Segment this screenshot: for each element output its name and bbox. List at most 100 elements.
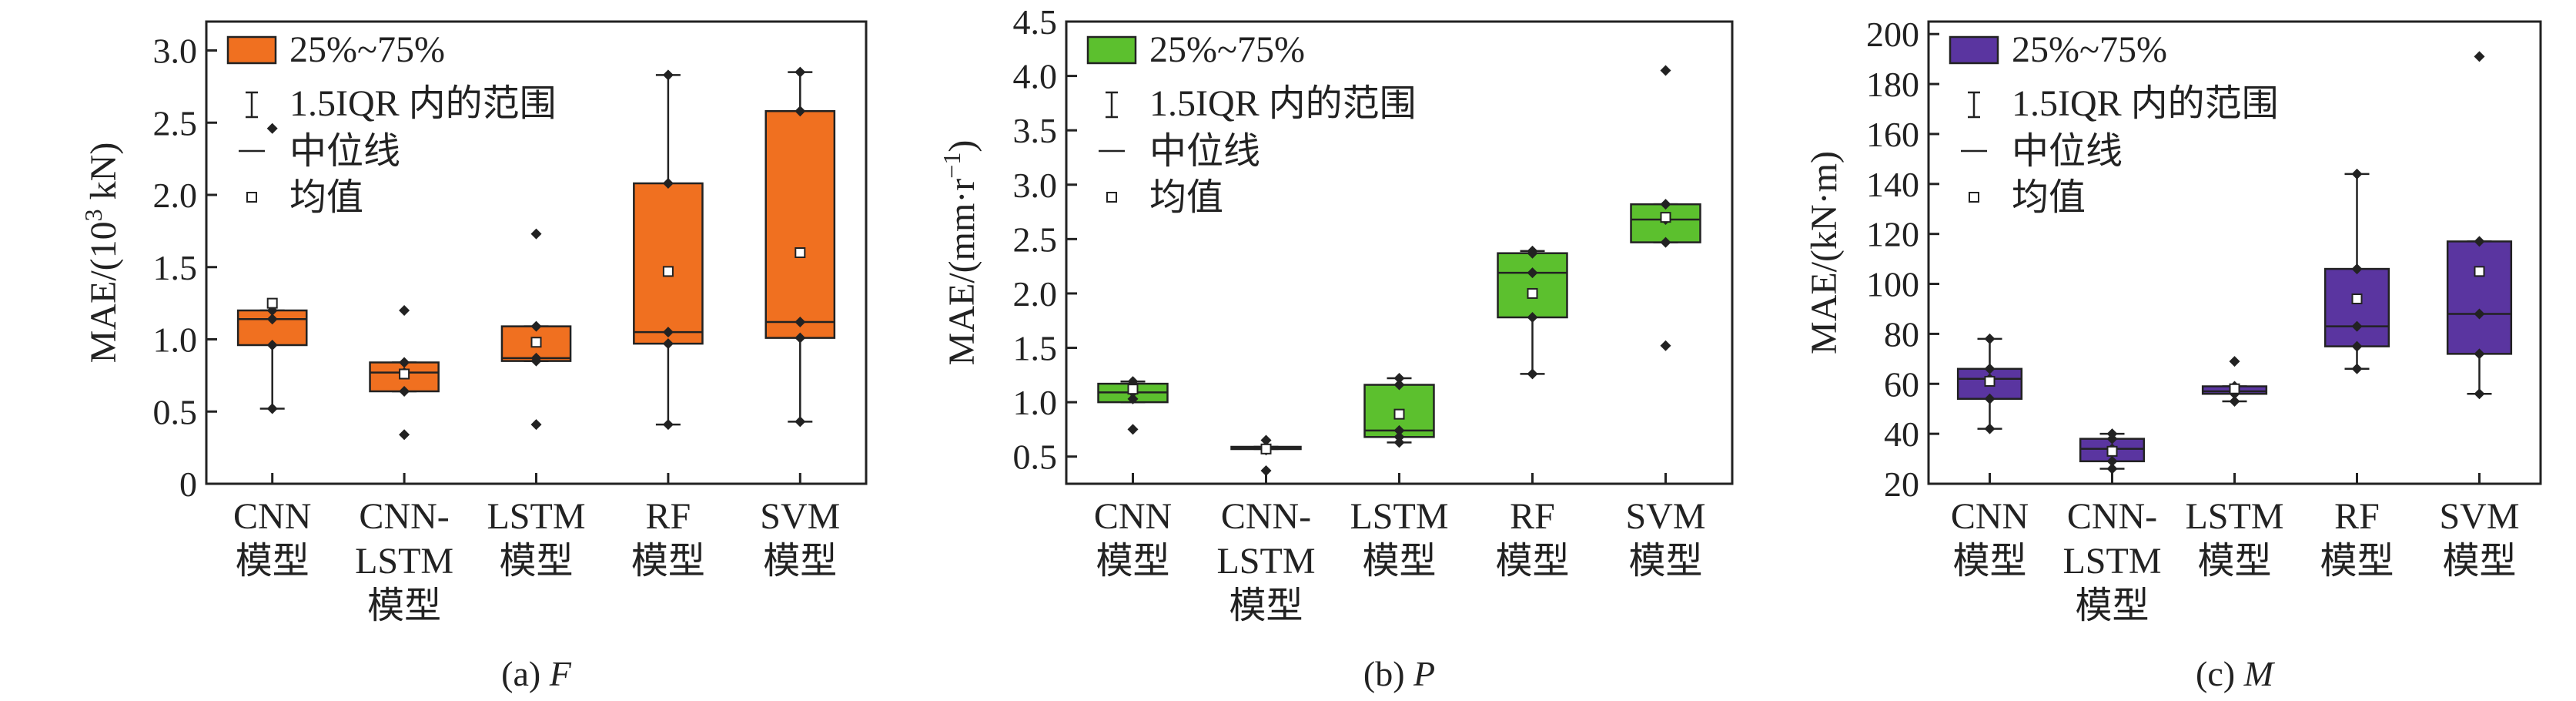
data-point bbox=[1393, 379, 1405, 391]
x-category-label: 模型 bbox=[2075, 585, 2149, 626]
data-point bbox=[1393, 424, 1405, 436]
data-point bbox=[399, 429, 410, 441]
data-point bbox=[1393, 437, 1405, 448]
data-point bbox=[2474, 348, 2485, 360]
data-point bbox=[266, 314, 278, 325]
x-category-label: 模型 bbox=[499, 541, 573, 582]
caption-prefix: (a) bbox=[501, 654, 550, 693]
legend-box-label: 25%~75% bbox=[289, 29, 445, 70]
data-point bbox=[1527, 368, 1538, 380]
box-3 bbox=[1497, 245, 1568, 380]
x-category-label: 模型 bbox=[1952, 541, 2026, 582]
legend-mean-label: 均值 bbox=[1149, 177, 1223, 218]
data-point bbox=[1260, 434, 1272, 446]
mean-marker bbox=[1127, 384, 1139, 395]
data-point bbox=[662, 327, 674, 338]
y-axis-label-part: ) bbox=[942, 140, 982, 153]
x-category-label: 模型 bbox=[1495, 541, 1569, 582]
x-category-label: 模型 bbox=[1096, 541, 1169, 582]
mean-marker bbox=[1984, 376, 1996, 387]
data-point bbox=[2106, 463, 2118, 475]
y-tick-label: 120 bbox=[1866, 215, 1919, 254]
data-point bbox=[1127, 424, 1139, 435]
data-point bbox=[399, 386, 410, 397]
data-point bbox=[1660, 236, 1671, 248]
data-point bbox=[795, 317, 806, 327]
x-category-label: 模型 bbox=[2442, 541, 2516, 582]
y-axis-label-part: MAE/(10 bbox=[83, 221, 124, 363]
box-0 bbox=[1097, 376, 1169, 435]
y-tick-label: 2.0 bbox=[1013, 274, 1058, 314]
data-point bbox=[2351, 320, 2363, 332]
x-category-label: CNN bbox=[233, 496, 311, 537]
box-0 bbox=[236, 122, 308, 414]
y-tick-label: 0 bbox=[179, 465, 197, 504]
mean-marker bbox=[2474, 266, 2485, 277]
legend-box-swatch bbox=[226, 35, 277, 65]
legend-mean-label: 均值 bbox=[289, 177, 363, 218]
y-tick-label: 3.0 bbox=[153, 32, 198, 71]
x-category-label: LSTM bbox=[2062, 541, 2161, 582]
x-category-label: RF bbox=[2334, 496, 2380, 537]
legend-whisker-label: 1.5IQR 内的范围 bbox=[1149, 83, 1417, 124]
y-tick-label: 4.0 bbox=[1013, 57, 1058, 96]
data-point bbox=[795, 416, 806, 428]
y-axis-label-part: MAE/(mm·r bbox=[942, 179, 982, 366]
y-tick-label: 180 bbox=[1866, 65, 1919, 104]
y-tick-label: 1.0 bbox=[1013, 383, 1058, 422]
data-point bbox=[1127, 393, 1139, 404]
data-point bbox=[2351, 340, 2363, 352]
y-tick-label: 1.5 bbox=[153, 248, 198, 287]
iqr-box bbox=[633, 182, 704, 345]
box-2 bbox=[2201, 356, 2268, 407]
iqr-box bbox=[2446, 240, 2513, 355]
mean-marker bbox=[266, 297, 278, 309]
x-category-label: 模型 bbox=[763, 541, 837, 582]
panel-caption: (a) F bbox=[501, 654, 572, 693]
caption-variable: M bbox=[2243, 654, 2276, 693]
box-4 bbox=[2446, 51, 2513, 400]
data-point bbox=[795, 66, 806, 78]
x-category-label: CNN bbox=[1094, 496, 1172, 537]
y-tick-label: 20 bbox=[1884, 465, 1919, 504]
data-point bbox=[2474, 236, 2485, 247]
box-4 bbox=[764, 66, 836, 428]
y-tick-label: 3.0 bbox=[1013, 166, 1058, 205]
data-point bbox=[1393, 373, 1405, 384]
caption-variable: F bbox=[549, 654, 572, 693]
y-tick-label: 60 bbox=[1884, 364, 1919, 404]
y-tick-label: 2.5 bbox=[1013, 220, 1058, 259]
panel-caption: (c) M bbox=[2196, 654, 2276, 693]
legend-mean-swatch bbox=[1969, 192, 1979, 203]
iqr-box bbox=[2323, 267, 2390, 347]
legend-median-label: 中位线 bbox=[1149, 131, 1260, 172]
data-point bbox=[795, 106, 806, 117]
data-point bbox=[662, 338, 674, 350]
data-point bbox=[2229, 395, 2240, 407]
legend-mean-swatch bbox=[246, 192, 257, 203]
data-point bbox=[1660, 340, 1671, 351]
caption-variable: P bbox=[1413, 654, 1435, 693]
box-0 bbox=[1956, 333, 2023, 434]
y-tick-label: 1.0 bbox=[153, 320, 198, 360]
data-point bbox=[1984, 423, 1996, 434]
data-point bbox=[266, 340, 278, 350]
x-category-label: 模型 bbox=[1362, 541, 1436, 582]
x-category-label: LSTM bbox=[355, 541, 453, 582]
data-point bbox=[530, 228, 542, 240]
legend-mean-swatch bbox=[1106, 192, 1117, 203]
data-point bbox=[2106, 428, 2118, 440]
data-point bbox=[1527, 312, 1538, 323]
mean-marker bbox=[530, 337, 542, 348]
data-point bbox=[266, 403, 278, 414]
y-tick-label: 0.5 bbox=[153, 392, 198, 431]
data-point bbox=[1260, 465, 1272, 477]
mean-marker bbox=[399, 368, 410, 380]
data-point bbox=[530, 352, 542, 364]
panel-b: 0.5 1.0 1.5 2.0 2.5 3.0 3.5 4.0 4.5 MAE/(mm·r−1) C… bbox=[938, 2, 1734, 693]
mean-marker bbox=[662, 266, 674, 277]
mean-marker bbox=[1527, 287, 1538, 299]
box-1 bbox=[369, 305, 440, 441]
